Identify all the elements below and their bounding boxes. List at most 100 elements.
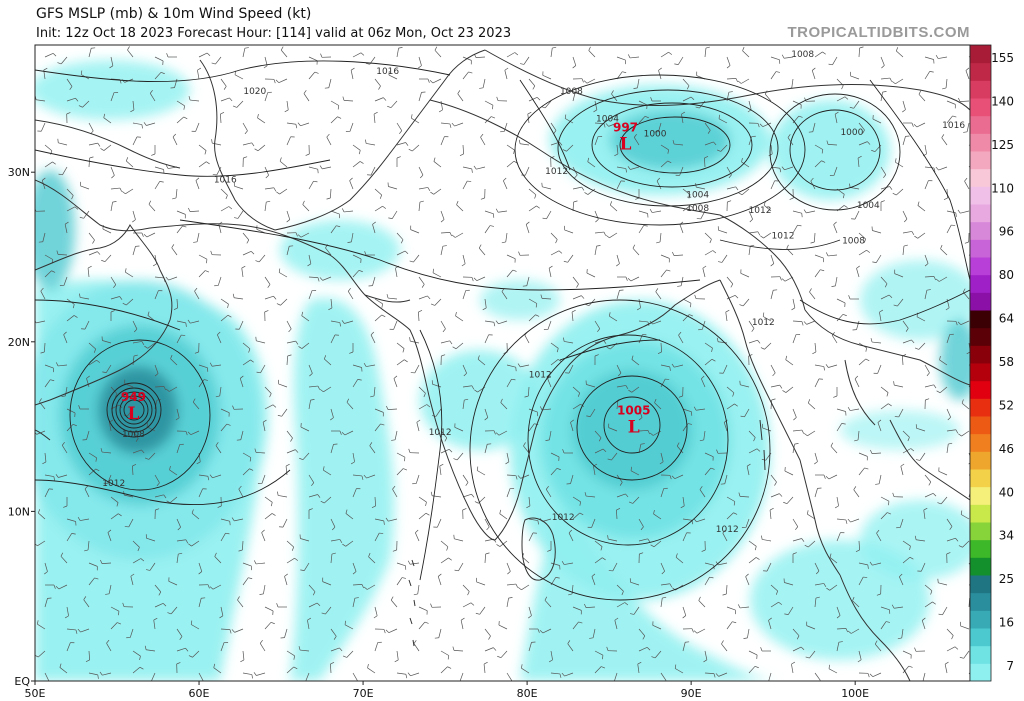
wind-barb: [242, 232, 250, 241]
wind-barb-flag: [633, 133, 637, 138]
wind-barb: [264, 622, 272, 630]
wind-barb: [84, 488, 90, 498]
wind-barb-flag: [926, 289, 931, 291]
wind-barb-flag: [339, 430, 342, 435]
wind-barb: [257, 144, 266, 152]
wind-barb: [525, 224, 530, 234]
wind-barb: [219, 386, 222, 396]
wind-barb: [808, 402, 816, 410]
wind-barb-flag: [884, 283, 888, 288]
wind-barb: [676, 445, 684, 454]
wind-barb-flag: [711, 347, 713, 353]
wind-barb: [391, 210, 398, 219]
wind-barb-flag: [707, 130, 711, 134]
wind-barb-flag: [480, 197, 485, 200]
wind-barb-flag: [928, 481, 932, 486]
wind-barb: [704, 577, 710, 586]
wind-barb-flag: [733, 512, 738, 515]
wind-barb: [234, 297, 244, 300]
wind-barb-flag: [345, 509, 348, 514]
wind-barb-flag: [563, 337, 565, 342]
wind-barb-flag: [448, 449, 453, 453]
wind-barb: [550, 468, 558, 476]
wind-barb: [833, 224, 838, 234]
wind-barb-flag: [163, 494, 167, 499]
isobar-label: 1004: [596, 114, 619, 124]
wind-barb: [220, 314, 229, 322]
wind-barb-flag: [732, 392, 735, 397]
wind-barb: [410, 562, 420, 565]
isobar-label: 1008: [560, 87, 583, 97]
wind-barb-flag: [474, 501, 479, 504]
wind-barb: [415, 532, 420, 542]
wind-barb: [503, 180, 508, 190]
wind-barb: [198, 474, 208, 477]
wind-barb: [701, 378, 706, 388]
wind-barb-flag: [474, 389, 478, 393]
wind-barb: [412, 144, 420, 152]
wind-barb: [154, 474, 160, 483]
wind-barb: [835, 276, 838, 286]
wind-barb: [572, 186, 582, 190]
wind-barb: [325, 247, 332, 256]
wind-barb-flag: [833, 395, 838, 398]
wind-barb: [308, 364, 313, 374]
wind-barb: [880, 294, 890, 300]
wind-barb-flag: [838, 641, 843, 643]
wind-barb: [811, 70, 816, 80]
wind-barb-flag: [735, 186, 739, 191]
wind-barb-flag: [188, 96, 191, 101]
colorbar-swatch: [970, 115, 991, 134]
wind-barb-flag: [849, 106, 854, 109]
wind-barb: [346, 650, 354, 658]
wind-barb-flag: [165, 388, 170, 392]
wind-barb-flag: [603, 231, 607, 236]
wind-barb: [462, 584, 470, 592]
wind-barb: [544, 600, 552, 608]
wind-barb: [346, 402, 354, 410]
wind-barb: [828, 254, 838, 257]
wind-barb-flag: [171, 244, 175, 248]
wind-barb: [129, 628, 134, 638]
wind-barb-flag: [392, 485, 396, 490]
wind-barb: [792, 210, 802, 214]
wind-barb-flag: [66, 112, 71, 115]
wind-barb-flag: [680, 505, 685, 509]
wind-barb: [102, 228, 112, 234]
wind-barb-flag: [83, 596, 87, 600]
wind-barb-flag: [754, 546, 757, 551]
wind-barb-flag: [568, 529, 573, 534]
wind-barb-flag: [132, 464, 137, 467]
wind-barb-flag: [544, 596, 548, 601]
wind-barb-flag: [954, 646, 959, 650]
wind-barb: [652, 210, 662, 213]
colorbar-swatch: [970, 469, 991, 488]
wind-barb: [345, 513, 354, 520]
wind-barb-flag: [794, 443, 799, 445]
wind-barb: [330, 188, 332, 199]
wind-barb-flag: [742, 46, 745, 51]
wind-barb-flag: [500, 398, 503, 403]
wind-barb: [308, 400, 311, 410]
wind-barb: [58, 474, 68, 478]
wind-barb-flag: [831, 285, 836, 287]
wind-barb-flag: [696, 218, 701, 220]
wind-barb: [877, 364, 882, 374]
wind-barb: [946, 628, 954, 636]
wind-barb: [585, 606, 596, 608]
wind-barb: [418, 621, 426, 630]
wind-barb-flag: [56, 250, 59, 255]
wind-barb-flag: [914, 535, 917, 540]
wind-barb: [456, 452, 464, 461]
wind-barb-flag: [844, 96, 849, 100]
wind-barb-flag: [886, 392, 889, 397]
wind-barb: [264, 187, 274, 190]
wind-barb-flag: [350, 461, 355, 465]
wind-barb: [814, 583, 824, 586]
wind-barb-flag: [836, 615, 841, 619]
wind-barb-flag: [737, 80, 742, 84]
wind-barb: [286, 136, 291, 146]
wind-barb: [660, 452, 664, 462]
wind-barb-flag: [900, 463, 905, 467]
wind-barb: [703, 430, 706, 440]
